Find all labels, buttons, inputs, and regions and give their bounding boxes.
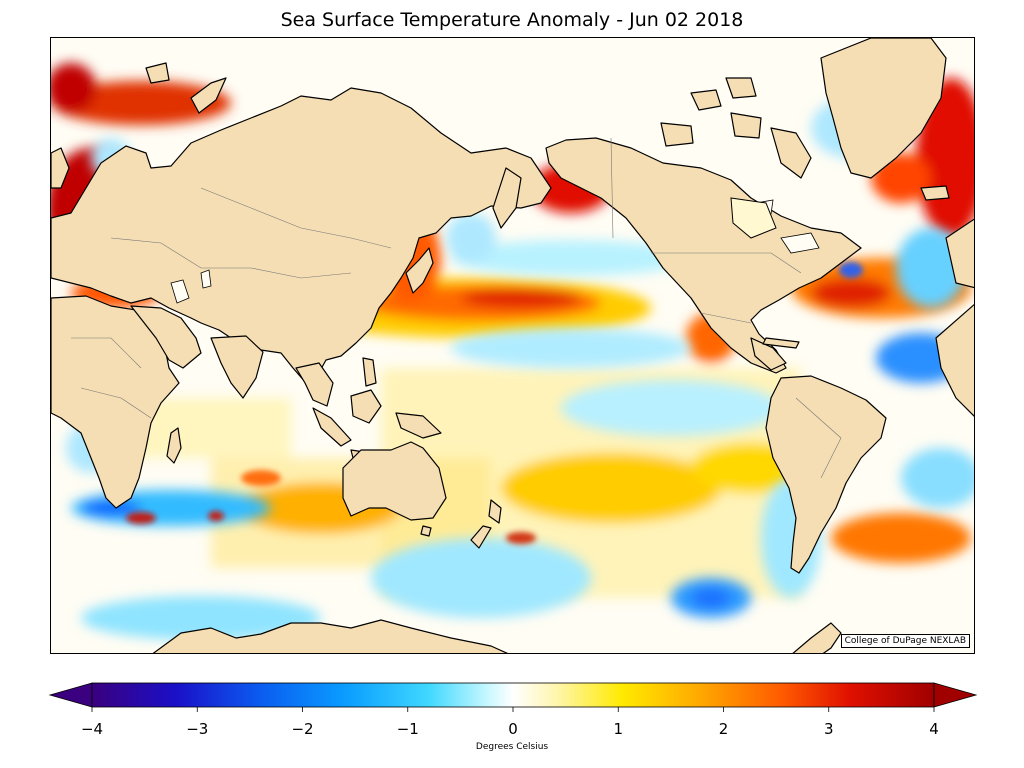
colorbar — [48, 682, 978, 712]
central-america-landmass — [750, 337, 787, 371]
africa-east-edge-landmass — [935, 303, 974, 417]
madagascar-landmass — [166, 427, 182, 464]
colorbar-tick-label: −3 — [186, 720, 209, 738]
new-zealand-south-landmass — [470, 525, 492, 549]
new-guinea-landmass — [395, 412, 442, 439]
iceland-landmass — [920, 185, 950, 201]
tasmania-landmass — [420, 525, 432, 537]
europe-east-edge-landmass — [945, 218, 974, 289]
philippines-landmass — [362, 357, 377, 387]
arctic-island-4 — [730, 112, 762, 139]
eurasia-landmass — [51, 87, 552, 384]
great-britain-landmass — [51, 147, 70, 189]
colorbar-gradient — [91, 682, 935, 708]
arctic-island-1 — [690, 89, 722, 111]
kamchatka-landmass — [492, 167, 522, 229]
antarctic-peninsula-landmass — [792, 622, 842, 653]
colorbar-tick-label: 3 — [823, 720, 834, 738]
map-title: Sea Surface Temperature Anomaly - Jun 02… — [280, 9, 744, 31]
greenland-landmass — [820, 38, 947, 179]
cuba-landmass — [762, 337, 800, 349]
political-borders — [71, 137, 842, 479]
antarctica-landmass — [152, 619, 509, 653]
credit-label: College of DuPage NEXLAB — [840, 634, 970, 648]
north-america-landmass — [545, 137, 862, 374]
arabia-landmass — [130, 305, 202, 369]
baffin-island-landmass — [770, 127, 812, 179]
arctic-island-2 — [725, 77, 757, 99]
svalbard-landmass — [145, 62, 170, 84]
colorbar-tick-label: 4 — [929, 720, 939, 738]
india-landmass — [210, 335, 264, 399]
australia-landmass — [342, 441, 447, 521]
colorbar-tick-label: 0 — [508, 720, 518, 738]
land-masses — [51, 38, 974, 653]
arctic-island-3 — [660, 122, 694, 147]
south-america-landmass — [765, 375, 887, 574]
colorbar-label: Degrees Celsius — [475, 742, 549, 752]
novaya-zemlya-landmass — [190, 77, 227, 114]
hudson-bay — [730, 197, 777, 239]
colorbar-tick-label: −2 — [291, 720, 314, 738]
colorbar-high-extend — [933, 682, 978, 708]
colorbar-low-extend — [48, 682, 93, 708]
sst-anomaly-map: College of DuPage NEXLAB — [50, 37, 975, 654]
colorbar-tick-label: −1 — [396, 720, 419, 738]
borneo-landmass — [350, 389, 382, 424]
colorbar-tick-label: 1 — [613, 720, 624, 738]
colorbar-tick-label: 2 — [718, 720, 729, 738]
map-canvas — [51, 38, 974, 653]
japan-landmass — [405, 247, 434, 294]
colorbar-tick-label: −4 — [80, 720, 104, 738]
indochina-landmass — [295, 362, 334, 407]
sumatra-landmass — [312, 407, 352, 447]
new-zealand-landmass — [488, 499, 502, 524]
